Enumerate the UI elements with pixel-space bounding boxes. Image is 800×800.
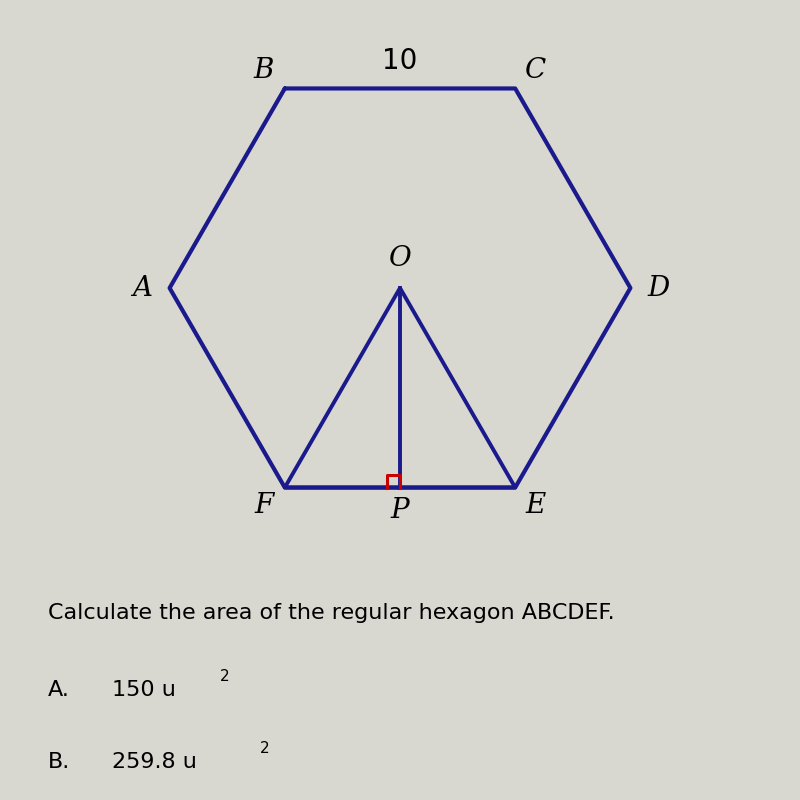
Text: A: A [132, 274, 152, 302]
Text: B.: B. [48, 752, 70, 772]
Text: 150 u: 150 u [112, 680, 176, 700]
Text: D: D [647, 274, 669, 302]
Text: Calculate the area of the regular hexagon ABCDEF.: Calculate the area of the regular hexago… [48, 603, 614, 623]
Text: B: B [254, 57, 274, 83]
Text: A.: A. [48, 680, 70, 700]
Text: E: E [526, 493, 546, 519]
Text: 2: 2 [220, 669, 230, 684]
Text: 259.8 u: 259.8 u [112, 752, 197, 772]
Text: 2: 2 [260, 741, 270, 756]
Text: P: P [390, 497, 410, 524]
Text: 10: 10 [382, 47, 418, 75]
Text: C: C [526, 57, 546, 83]
Text: O: O [389, 245, 411, 271]
Text: F: F [254, 493, 274, 519]
